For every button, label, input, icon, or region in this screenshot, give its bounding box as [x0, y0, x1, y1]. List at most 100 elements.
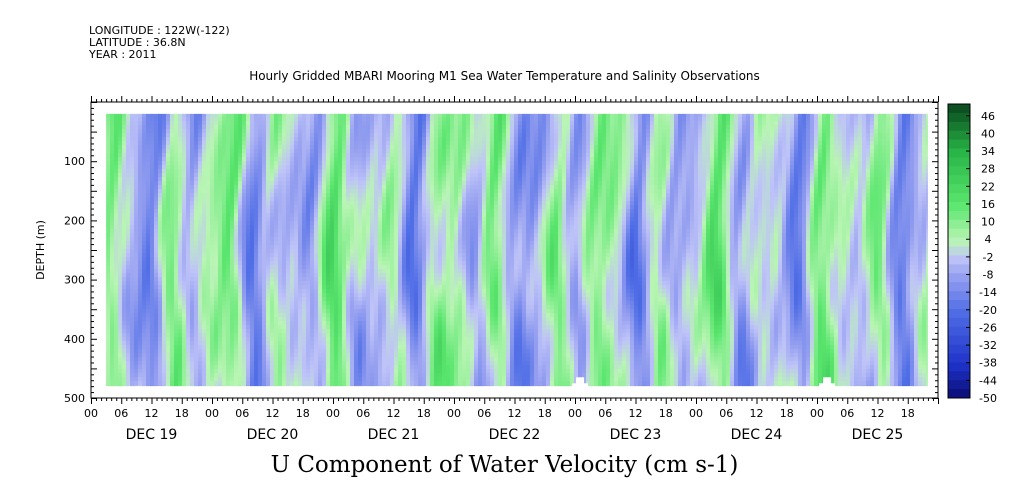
heatmap-cell — [266, 121, 271, 126]
heatmap-cell — [210, 125, 215, 130]
heatmap-cell — [278, 181, 283, 186]
heatmap-cell — [726, 145, 731, 150]
heatmap-cell — [886, 201, 891, 206]
heatmap-cell — [498, 117, 503, 122]
heatmap-cell — [890, 157, 895, 162]
heatmap-cell — [354, 121, 359, 126]
heatmap-cell — [354, 165, 359, 170]
heatmap-cell — [210, 149, 215, 154]
heatmap-cell — [562, 125, 567, 130]
heatmap-cell — [630, 173, 635, 178]
heatmap-cell — [126, 197, 131, 202]
heatmap-cell — [126, 141, 131, 146]
heatmap-cell — [574, 193, 579, 198]
heatmap-cell — [218, 137, 223, 142]
heatmap-cell — [582, 161, 587, 166]
heatmap-cell — [358, 161, 363, 166]
heatmap-cell — [746, 117, 751, 122]
heatmap-cell — [738, 173, 743, 178]
heatmap-cell — [602, 201, 607, 206]
heatmap-cell — [190, 173, 195, 178]
heatmap-cell — [474, 193, 479, 198]
heatmap-cell — [246, 161, 251, 166]
heatmap-cell — [242, 205, 247, 210]
heatmap-cell — [602, 121, 607, 126]
heatmap-cell — [122, 149, 127, 154]
heatmap-cell — [526, 201, 531, 206]
heatmap-cell — [374, 117, 379, 122]
heatmap-cell — [882, 189, 887, 194]
heatmap-cell — [578, 205, 583, 210]
heatmap-cell — [210, 189, 215, 194]
heatmap-cell — [782, 177, 787, 182]
heatmap-cell — [138, 189, 143, 194]
heatmap-cell — [386, 185, 391, 190]
heatmap-cell — [702, 157, 707, 162]
heatmap-cell — [898, 137, 903, 142]
heatmap-cell — [618, 197, 623, 202]
heatmap-cell — [910, 149, 915, 154]
heatmap-cell — [574, 157, 579, 162]
heatmap-cell — [758, 137, 763, 142]
heatmap-cell — [474, 205, 479, 210]
heatmap-cell — [802, 121, 807, 126]
heatmap-cell — [578, 133, 583, 138]
heatmap-cell — [658, 169, 663, 174]
heatmap-cell — [318, 201, 323, 206]
heatmap-cell — [150, 157, 155, 162]
heatmap-cell — [474, 177, 479, 182]
heatmap-cell — [514, 113, 519, 118]
heatmap-cell — [434, 113, 439, 118]
heatmap-cell — [434, 161, 439, 166]
heatmap-cell — [170, 189, 175, 194]
heatmap-cell — [814, 161, 819, 166]
heatmap-cell — [418, 193, 423, 198]
heatmap-cell — [642, 165, 647, 170]
heatmap-cell — [486, 133, 491, 138]
heatmap-cell — [522, 201, 527, 206]
heatmap-cell — [358, 193, 363, 198]
heatmap-cell — [594, 133, 599, 138]
heatmap-cell — [446, 117, 451, 122]
heatmap-cell — [242, 157, 247, 162]
heatmap-cell — [778, 117, 783, 122]
heatmap-cell — [190, 177, 195, 182]
heatmap-cell — [918, 113, 923, 118]
heatmap-cell — [282, 153, 287, 158]
heatmap-cell — [710, 173, 715, 178]
heatmap-cell — [410, 173, 415, 178]
heatmap-cell — [686, 149, 691, 154]
heatmap-cell — [522, 181, 527, 186]
heatmap-cell — [218, 185, 223, 190]
heatmap-cell — [494, 185, 499, 190]
heatmap-cell — [534, 149, 539, 154]
heatmap-cell — [354, 153, 359, 158]
heatmap-cell — [578, 173, 583, 178]
heatmap-cell — [590, 197, 595, 202]
heatmap-cell — [230, 185, 235, 190]
heatmap-cell — [362, 201, 367, 206]
heatmap-cell — [270, 153, 275, 158]
heatmap-cell — [266, 129, 271, 134]
heatmap-cell — [138, 117, 143, 122]
heatmap-cell — [142, 153, 147, 158]
heatmap-cell — [186, 177, 191, 182]
heatmap-cell — [598, 173, 603, 178]
heatmap-cell — [154, 113, 159, 118]
heatmap-cell — [366, 137, 371, 142]
heatmap-cell — [590, 173, 595, 178]
heatmap-cell — [218, 161, 223, 166]
heatmap-cell — [430, 181, 435, 186]
heatmap-cell — [590, 125, 595, 130]
heatmap-cell — [782, 153, 787, 158]
heatmap-cell — [754, 205, 759, 210]
heatmap-cell — [286, 205, 291, 210]
heatmap-cell — [374, 161, 379, 166]
heatmap-cell — [710, 125, 715, 130]
heatmap-cell — [294, 205, 299, 210]
heatmap-cell — [802, 133, 807, 138]
heatmap-cell — [270, 197, 275, 202]
heatmap-cell — [270, 173, 275, 178]
heatmap-cell — [414, 161, 419, 166]
heatmap-cell — [470, 133, 475, 138]
